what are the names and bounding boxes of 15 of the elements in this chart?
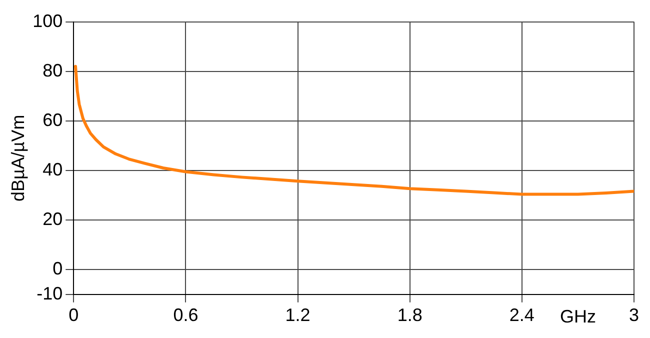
- x-tick-label: 0.6: [173, 305, 198, 326]
- x-axis-title: GHz: [560, 306, 596, 326]
- x-tick-label: 2.4: [509, 305, 534, 326]
- y-tick-label: 80: [42, 60, 63, 80]
- y-axis-title: dBµA/µVm: [8, 114, 28, 202]
- y-tick-label: 40: [42, 159, 63, 180]
- x-tick-label: 3: [628, 305, 639, 326]
- y-tick-label: 0: [52, 258, 63, 279]
- x-tick-label: 1.8: [397, 305, 422, 326]
- y-tick-label: 20: [42, 209, 63, 230]
- x-tick-label: 1.2: [285, 305, 310, 326]
- y-tick-label: 100: [32, 10, 63, 31]
- y-tick-label: 60: [42, 110, 63, 130]
- x-tick-label: 0: [68, 305, 79, 326]
- y-tick-label: -10: [36, 283, 63, 304]
